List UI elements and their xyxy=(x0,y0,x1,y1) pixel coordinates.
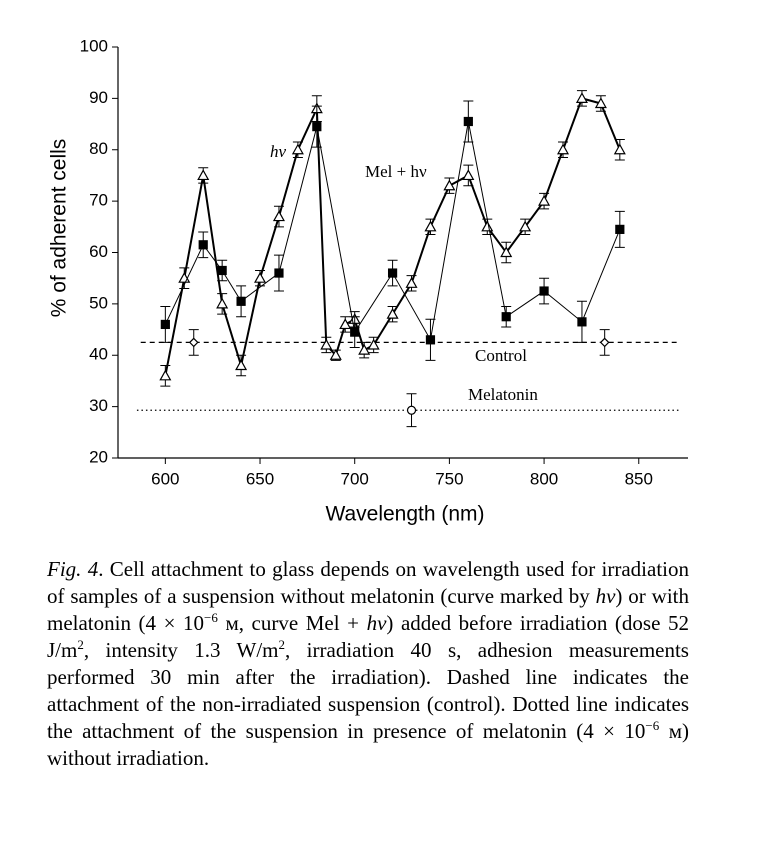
marker xyxy=(538,194,551,206)
marker xyxy=(405,277,418,288)
caption-text: 2 xyxy=(77,637,84,652)
marker xyxy=(329,349,342,360)
marker xyxy=(320,338,333,350)
caption-text: , irradiation 40 s, adhesion measurement… xyxy=(47,638,689,743)
caption-text: . Cell attachment to glass depends on wa… xyxy=(47,557,689,608)
marker xyxy=(613,143,626,155)
caption-text: −6 xyxy=(645,718,660,733)
caption-text: ) or with melatonin (4 × 10 xyxy=(47,584,689,635)
marker xyxy=(424,220,437,232)
marker xyxy=(235,359,248,371)
marker xyxy=(575,92,588,103)
marker xyxy=(160,319,170,330)
marker xyxy=(463,116,473,127)
y-tick-label: 100 xyxy=(80,36,108,55)
marker xyxy=(272,210,285,222)
marker xyxy=(462,169,475,181)
y-tick-label: 60 xyxy=(89,242,108,261)
marker xyxy=(539,286,549,296)
marker xyxy=(358,343,371,355)
caption-text: 2 xyxy=(278,637,286,652)
x-tick-label: 850 xyxy=(625,469,653,488)
caption-text: , intensity 1.3 W/m xyxy=(83,638,279,662)
figure-label: Fig. 4 xyxy=(47,557,99,581)
x-tick-label: 750 xyxy=(435,469,463,488)
marker xyxy=(274,268,284,278)
marker xyxy=(350,327,360,337)
data-line xyxy=(164,97,621,376)
caption: Fig. 4. Cell attachment to glass depends… xyxy=(47,556,689,772)
marker xyxy=(500,246,513,258)
chart: % of adherent cells Wavelength (nm) 20 30… xyxy=(48,36,688,526)
marker xyxy=(519,220,532,232)
y-axis-label: % of adherent cells xyxy=(48,139,71,318)
x-tick-label: 600 xyxy=(151,469,179,488)
y-tick-label: 20 xyxy=(89,447,108,466)
marker xyxy=(367,338,380,350)
y-tick-label: 50 xyxy=(89,293,108,312)
marker xyxy=(198,240,208,250)
marker xyxy=(159,369,172,381)
y-tick-label: 30 xyxy=(89,396,108,415)
x-tick-label: 650 xyxy=(246,469,274,488)
marker xyxy=(216,297,229,309)
series-label: Control xyxy=(475,346,527,365)
caption-text: м) without irradiation. xyxy=(47,719,689,770)
marker xyxy=(556,143,570,155)
caption-text: hν xyxy=(366,611,387,635)
data-line xyxy=(164,121,621,342)
series-label: hν xyxy=(270,142,287,161)
marker xyxy=(501,312,511,322)
y-tick-label: 40 xyxy=(89,345,108,364)
marker xyxy=(217,265,227,276)
marker xyxy=(599,337,610,348)
marker xyxy=(406,405,417,415)
x-axis-label: Wavelength (nm) xyxy=(325,503,484,526)
y-tick-label: 70 xyxy=(89,191,108,210)
marker xyxy=(387,268,398,278)
series-label: Melatonin xyxy=(468,385,538,404)
marker xyxy=(594,97,607,109)
marker xyxy=(291,143,304,155)
marker xyxy=(188,337,199,348)
marker xyxy=(481,220,494,232)
marker xyxy=(236,296,246,306)
marker xyxy=(425,335,436,345)
marker xyxy=(312,122,322,132)
y-tick-label: 80 xyxy=(89,139,108,158)
x-tick-label: 800 xyxy=(530,469,558,488)
caption-text: hν xyxy=(595,584,616,608)
caption-text: м, curve Mel + xyxy=(217,611,367,635)
caption-text: −6 xyxy=(204,610,218,625)
series-label: Mel + hν xyxy=(365,162,427,181)
y-tick-label: 90 xyxy=(89,88,108,107)
marker xyxy=(254,271,267,283)
marker xyxy=(615,224,625,234)
marker xyxy=(443,179,456,191)
x-tick-label: 700 xyxy=(341,469,369,488)
marker xyxy=(386,307,399,319)
marker xyxy=(577,317,587,327)
caption-text: ) added before irradiation (dose 52 J/m xyxy=(47,611,689,662)
marker xyxy=(197,169,210,181)
marker xyxy=(339,318,352,330)
